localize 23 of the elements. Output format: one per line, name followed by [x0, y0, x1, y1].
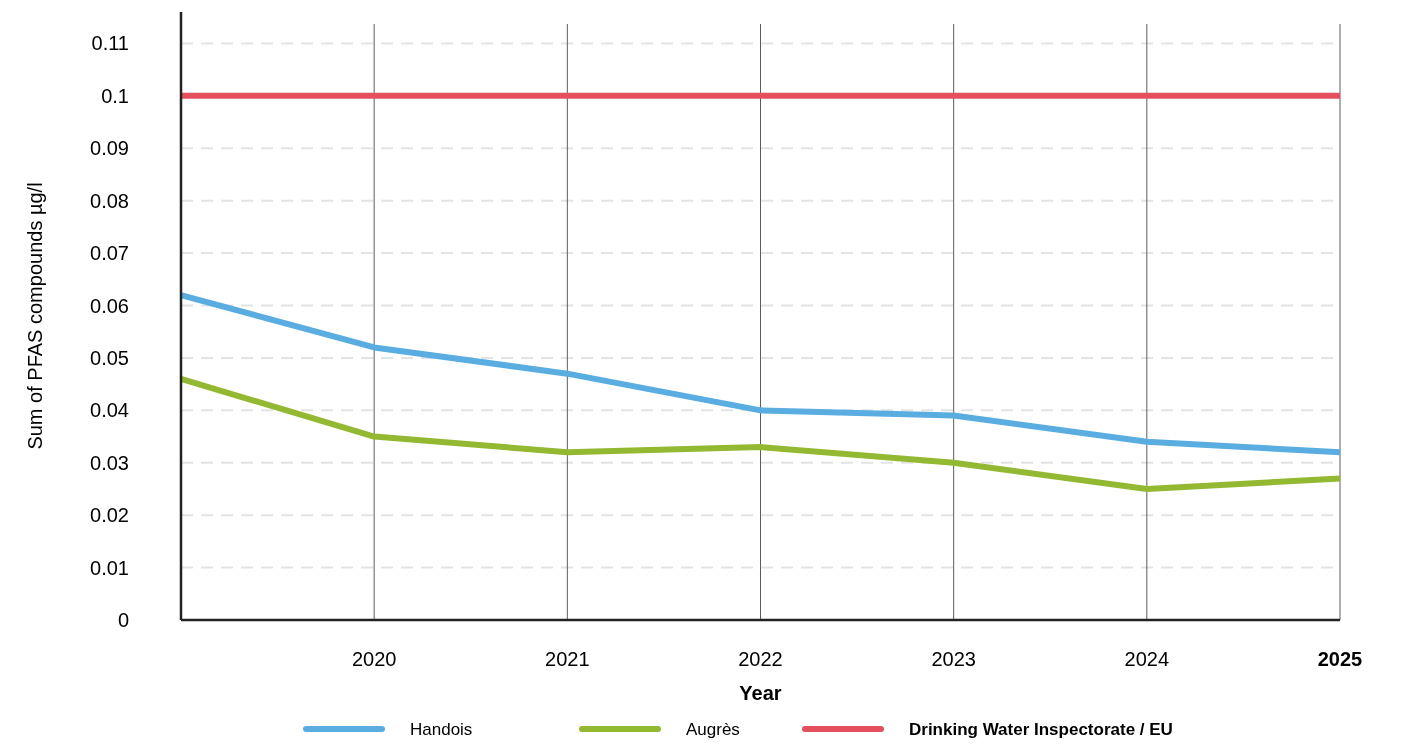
y-tick-label: 0.05: [90, 346, 129, 369]
x-tick-label: 2020: [351, 648, 397, 670]
y-tick-label: 0.02: [90, 504, 129, 527]
y-axis-title: Sum of PFAS compounds µg/l: [24, 182, 46, 450]
y-tick-label: 0: [117, 609, 129, 631]
y-tick-label: 0.1: [101, 84, 129, 107]
x-tick-label: 2021: [545, 648, 590, 670]
legend-label: Augrès: [686, 720, 740, 739]
x-tick-label: 2025: [1317, 648, 1363, 670]
x-tick-label: 2023: [931, 648, 976, 670]
y-tick-label: 0.01: [90, 556, 129, 579]
legend-label: Handois: [410, 720, 473, 739]
y-tick-label: 0.09: [90, 137, 129, 160]
y-tick-label: 0.04: [90, 399, 129, 422]
y-tick-label: 0.03: [90, 451, 129, 474]
y-tick-label: 0.06: [90, 294, 129, 317]
y-tick-label: 0.07: [90, 242, 129, 265]
legend-label: Drinking Water Inspectorate / EU: [909, 720, 1173, 739]
y-tick-label: 0.08: [90, 189, 129, 212]
x-tick-label: 2024: [1124, 648, 1170, 670]
x-tick-label: 2022: [738, 648, 783, 670]
x-axis-title: Year: [739, 682, 782, 704]
y-tick-label: 0.11: [91, 32, 129, 55]
